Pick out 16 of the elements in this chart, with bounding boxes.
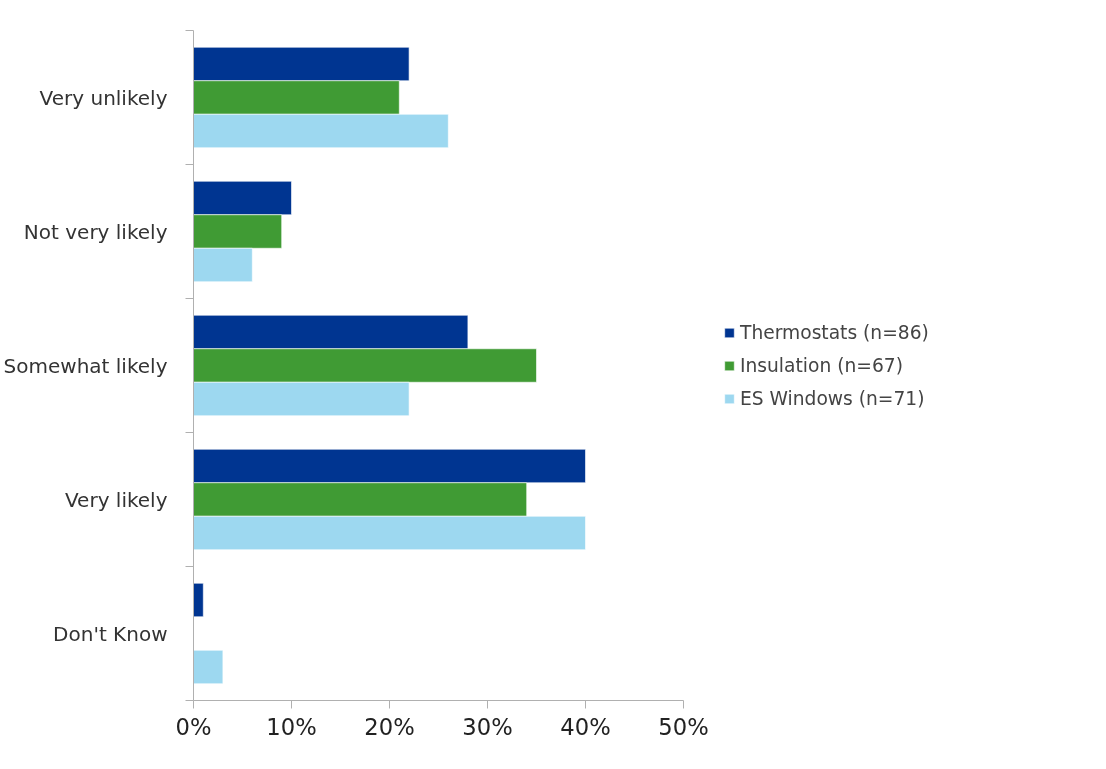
x-tick-label: 40% [560,713,611,740]
bar [193,649,224,685]
x-tick-label: 30% [462,713,513,740]
legend-label: ES Windows (n=71) [740,387,925,409]
x-tick-label: 10% [266,713,317,740]
legend-label: Insulation (n=67) [740,354,903,376]
x-tick-label: 0% [175,713,212,740]
bar [193,582,204,618]
x-tick-label: 50% [658,713,709,740]
legend-label: Thermostats (n=86) [740,321,929,343]
y-tick-label: Not very likely [23,219,168,244]
y-tick-label: Very unlikely [39,85,168,110]
y-tick-label: Don't Know [53,621,168,646]
y-tick-label: Very likely [64,487,168,512]
x-tick-label: 20% [364,713,415,740]
y-tick-label: Somewhat likely [3,353,168,378]
